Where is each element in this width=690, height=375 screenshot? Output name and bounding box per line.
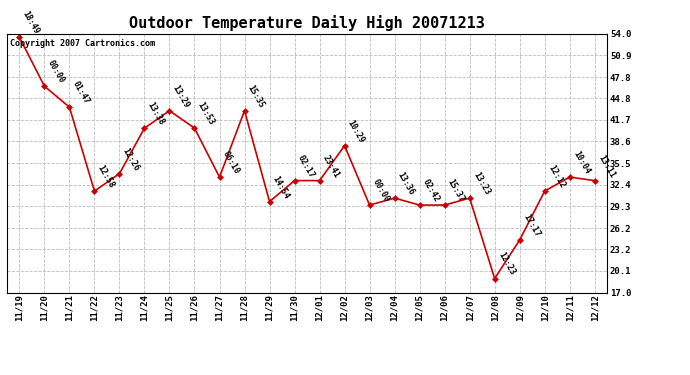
Text: 13:29: 13:29: [171, 83, 191, 109]
Text: 13:36: 13:36: [396, 171, 416, 197]
Text: 06:10: 06:10: [221, 150, 242, 176]
Text: 10:29: 10:29: [346, 118, 366, 144]
Text: 12:26: 12:26: [121, 146, 141, 172]
Text: 13:53: 13:53: [196, 100, 216, 127]
Text: 02:17: 02:17: [296, 153, 316, 179]
Text: 14:54: 14:54: [271, 174, 291, 200]
Text: 10:04: 10:04: [571, 150, 591, 176]
Text: 13:11: 13:11: [596, 153, 616, 179]
Text: 12:12: 12:12: [546, 164, 566, 190]
Text: 15:37: 15:37: [446, 177, 466, 204]
Text: 00:00: 00:00: [371, 177, 391, 204]
Title: Outdoor Temperature Daily High 20071213: Outdoor Temperature Daily High 20071213: [129, 15, 485, 31]
Text: 13:23: 13:23: [471, 171, 491, 197]
Text: 17:17: 17:17: [521, 213, 542, 238]
Text: 12:23: 12:23: [496, 251, 516, 277]
Text: 13:38: 13:38: [146, 100, 166, 127]
Text: 12:58: 12:58: [96, 164, 116, 190]
Text: 01:47: 01:47: [71, 80, 91, 106]
Text: 15:35: 15:35: [246, 83, 266, 109]
Text: 23:41: 23:41: [321, 153, 342, 179]
Text: 00:00: 00:00: [46, 58, 66, 85]
Text: Copyright 2007 Cartronics.com: Copyright 2007 Cartronics.com: [10, 39, 155, 48]
Text: 18:49: 18:49: [21, 10, 41, 36]
Text: 02:42: 02:42: [421, 177, 442, 204]
